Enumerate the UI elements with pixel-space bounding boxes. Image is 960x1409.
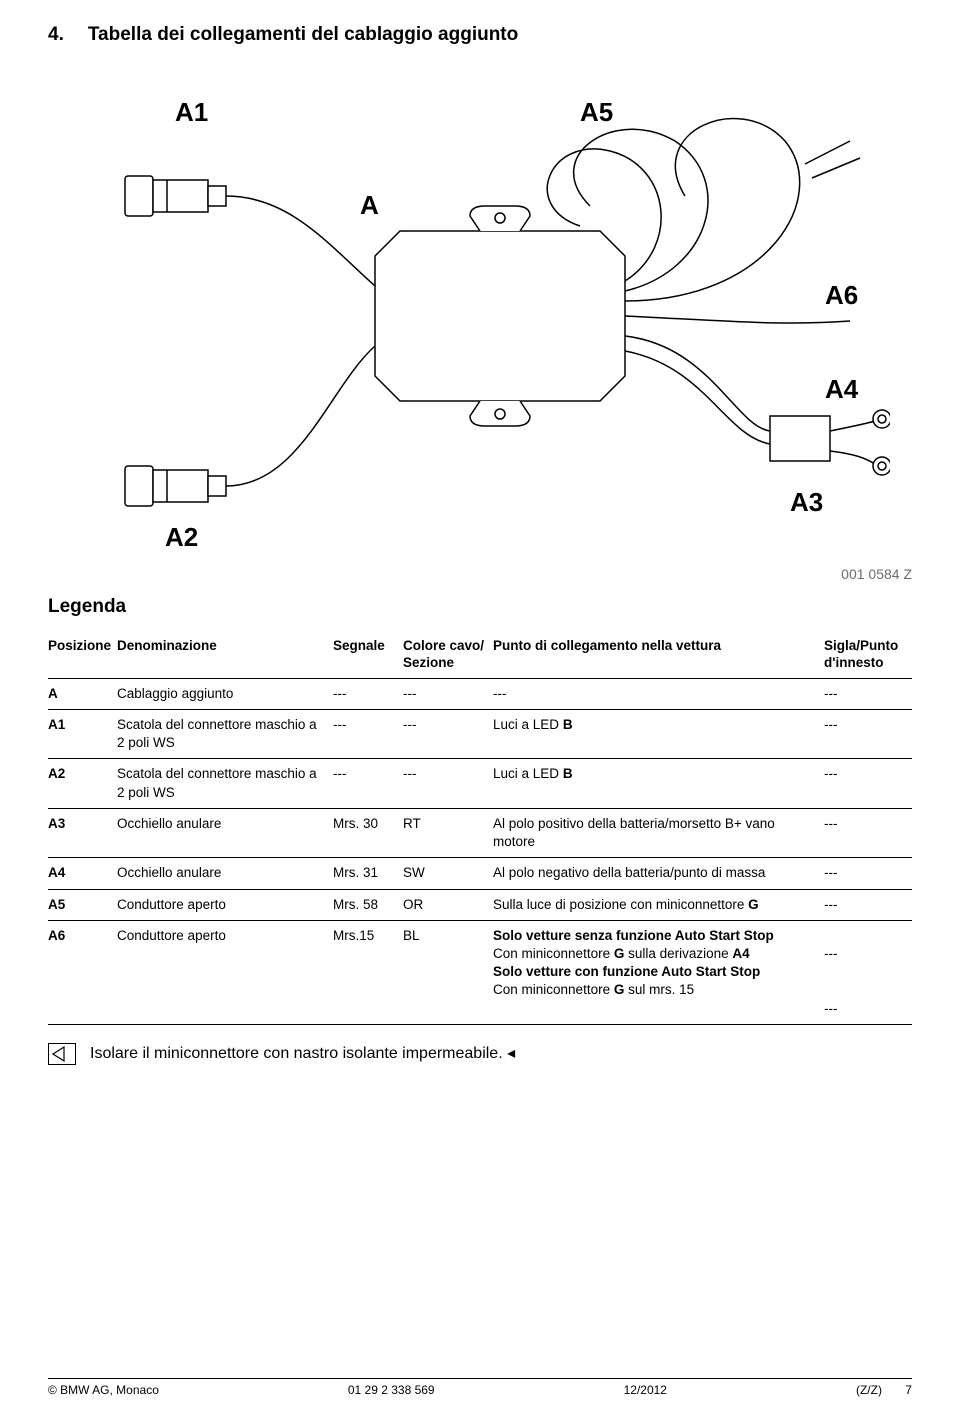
table-header-row: Posizione Denominazione Segnale Colore c… [48, 632, 912, 678]
cell-den: Occhiello anulare [117, 858, 333, 889]
cell-seg: Mrs. 58 [333, 889, 403, 920]
label-a4: A4 [825, 374, 859, 404]
col-colore: Colore cavo/Sezione [403, 632, 493, 678]
table-row: A2Scatola del connettore maschio a 2 pol… [48, 759, 912, 808]
cell-sig: --- [824, 678, 912, 709]
cell-pos: A4 [48, 858, 117, 889]
cell-den: Scatola del connettore maschio a 2 poli … [117, 709, 333, 758]
col-denominazione: Denominazione [117, 632, 333, 678]
col-posizione: Posizione [48, 632, 117, 678]
note-text: Isolare il miniconnettore con nastro iso… [90, 1043, 515, 1063]
table-row: ACablaggio aggiunto------------ [48, 678, 912, 709]
table-row: A5Conduttore apertoMrs. 58ORSulla luce d… [48, 889, 912, 920]
cell-sig: --- [824, 858, 912, 889]
cell-den: Scatola del connettore maschio a 2 poli … [117, 759, 333, 808]
cell-pos: A6 [48, 920, 117, 1024]
page-footer: © BMW AG, Monaco 01 29 2 338 569 12/2012… [48, 1378, 912, 1397]
cell-den: Cablaggio aggiunto [117, 678, 333, 709]
col-segnale: Segnale [333, 632, 403, 678]
legend-title: Legenda [48, 596, 912, 618]
note-row: Isolare il miniconnettore con nastro iso… [48, 1043, 912, 1065]
cell-col: --- [403, 759, 493, 808]
note-icon [48, 1043, 76, 1065]
cell-col: --- [403, 678, 493, 709]
cell-den: Occhiello anulare [117, 808, 333, 857]
cell-sig: ------ [824, 920, 912, 1024]
title-text: Tabella dei collegamenti del cablaggio a… [88, 24, 518, 45]
cell-pos: A5 [48, 889, 117, 920]
label-a5: A5 [580, 97, 613, 127]
figure-code: 001 0584 Z [48, 566, 912, 582]
cell-col: OR [403, 889, 493, 920]
title-number: 4. [48, 24, 64, 45]
cell-col: RT [403, 808, 493, 857]
cell-seg: Mrs. 31 [333, 858, 403, 889]
cell-pun: --- [493, 678, 824, 709]
cell-seg: --- [333, 709, 403, 758]
cell-col: SW [403, 858, 493, 889]
label-a1: A1 [175, 97, 208, 127]
footer-date: 12/2012 [624, 1383, 667, 1397]
wiring-diagram: A1 A5 A A6 A4 A2 A3 [48, 86, 912, 556]
cell-pun: Solo vetture senza funzione Auto Start S… [493, 920, 824, 1024]
diagram-svg: A1 A5 A A6 A4 A2 A3 [70, 86, 890, 556]
col-punto: Punto di collegamento nella vettura [493, 632, 824, 678]
cell-seg: --- [333, 678, 403, 709]
cell-pun: Luci a LED B [493, 709, 824, 758]
table-row: A4Occhiello anulareMrs. 31SWAl polo nega… [48, 858, 912, 889]
cell-pun: Al polo positivo della batteria/morsetto… [493, 808, 824, 857]
table-row: A1Scatola del connettore maschio a 2 pol… [48, 709, 912, 758]
cell-pos: A [48, 678, 117, 709]
label-a6: A6 [825, 280, 858, 310]
cell-pos: A1 [48, 709, 117, 758]
table-row: A3Occhiello anulareMrs. 30RTAl polo posi… [48, 808, 912, 857]
cell-sig: --- [824, 709, 912, 758]
cell-pun: Sulla luce di posizione con miniconnetto… [493, 889, 824, 920]
label-a: A [360, 190, 379, 220]
legend-table: Posizione Denominazione Segnale Colore c… [48, 632, 912, 1025]
cell-den: Conduttore aperto [117, 889, 333, 920]
table-row: A6Conduttore apertoMrs.15BLSolo vetture … [48, 920, 912, 1024]
cell-pun: Luci a LED B [493, 759, 824, 808]
cell-pos: A3 [48, 808, 117, 857]
page-title: 4. Tabella dei collegamenti del cablaggio… [48, 24, 912, 46]
cell-col: BL [403, 920, 493, 1024]
col-sigla: Sigla/Punto d'innesto [824, 632, 912, 678]
footer-copyright: © BMW AG, Monaco [48, 1383, 159, 1397]
footer-pageinfo: (Z/Z) 7 [856, 1383, 912, 1397]
cell-col: --- [403, 709, 493, 758]
cell-seg: Mrs. 30 [333, 808, 403, 857]
label-a3: A3 [790, 487, 823, 517]
cell-seg: Mrs.15 [333, 920, 403, 1024]
cell-sig: --- [824, 759, 912, 808]
cell-den: Conduttore aperto [117, 920, 333, 1024]
cell-pos: A2 [48, 759, 117, 808]
label-a2: A2 [165, 522, 198, 552]
cell-sig: --- [824, 889, 912, 920]
footer-partno: 01 29 2 338 569 [348, 1383, 435, 1397]
cell-seg: --- [333, 759, 403, 808]
cell-pun: Al polo negativo della batteria/punto di… [493, 858, 824, 889]
cell-sig: --- [824, 808, 912, 857]
